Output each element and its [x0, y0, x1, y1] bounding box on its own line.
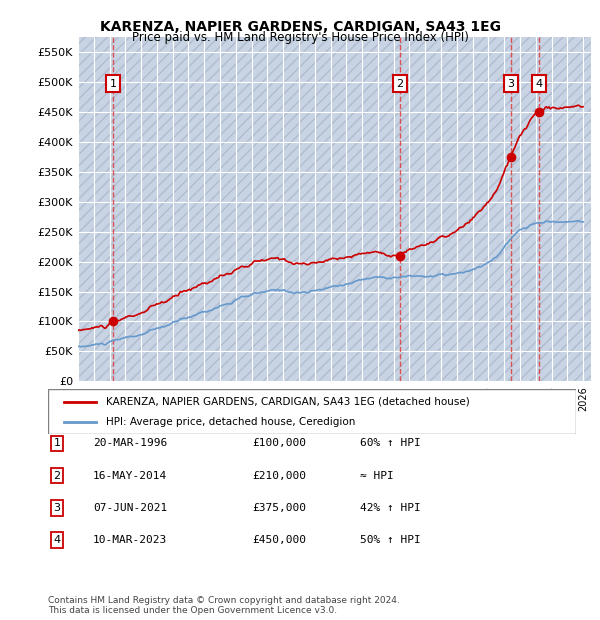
Text: £210,000: £210,000	[252, 471, 306, 480]
Text: £450,000: £450,000	[252, 535, 306, 545]
Text: 3: 3	[508, 79, 515, 89]
Text: 20-MAR-1996: 20-MAR-1996	[93, 438, 167, 448]
Text: Price paid vs. HM Land Registry's House Price Index (HPI): Price paid vs. HM Land Registry's House …	[131, 31, 469, 44]
Text: 07-JUN-2021: 07-JUN-2021	[93, 503, 167, 513]
Text: HPI: Average price, detached house, Ceredigion: HPI: Average price, detached house, Cere…	[106, 417, 355, 427]
Text: 2: 2	[396, 79, 403, 89]
Text: 42% ↑ HPI: 42% ↑ HPI	[360, 503, 421, 513]
Text: 4: 4	[535, 79, 542, 89]
Text: 1: 1	[110, 79, 116, 89]
Text: 60% ↑ HPI: 60% ↑ HPI	[360, 438, 421, 448]
Text: KARENZA, NAPIER GARDENS, CARDIGAN, SA43 1EG (detached house): KARENZA, NAPIER GARDENS, CARDIGAN, SA43 …	[106, 397, 470, 407]
Text: 2: 2	[53, 471, 61, 480]
Text: 16-MAY-2014: 16-MAY-2014	[93, 471, 167, 480]
Text: 1: 1	[53, 438, 61, 448]
Text: ≈ HPI: ≈ HPI	[360, 471, 394, 480]
Text: KARENZA, NAPIER GARDENS, CARDIGAN, SA43 1EG: KARENZA, NAPIER GARDENS, CARDIGAN, SA43 …	[100, 20, 500, 34]
Text: £100,000: £100,000	[252, 438, 306, 448]
Text: £375,000: £375,000	[252, 503, 306, 513]
Text: 10-MAR-2023: 10-MAR-2023	[93, 535, 167, 545]
Text: Contains HM Land Registry data © Crown copyright and database right 2024.
This d: Contains HM Land Registry data © Crown c…	[48, 596, 400, 615]
Text: 50% ↑ HPI: 50% ↑ HPI	[360, 535, 421, 545]
Text: 4: 4	[53, 535, 61, 545]
Text: 3: 3	[53, 503, 61, 513]
